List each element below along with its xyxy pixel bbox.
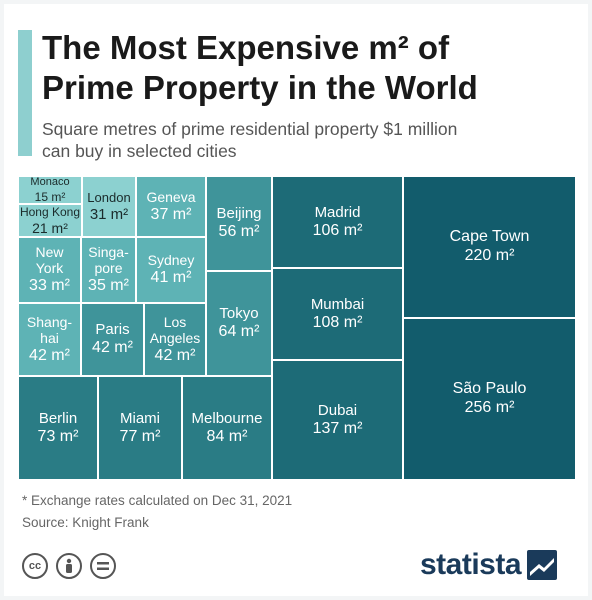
value-label: 64 m² bbox=[218, 323, 260, 340]
treemap-cell-madrid: Madrid 106 m² bbox=[272, 176, 403, 268]
treemap-cell-los-angeles: Los Angeles 42 m² bbox=[144, 303, 206, 376]
city-label: Sydney bbox=[147, 252, 195, 268]
treemap-cell-mumbai: Mumbai 108 m² bbox=[272, 268, 403, 360]
value-label: 106 m² bbox=[312, 221, 363, 239]
treemap-cell-london: London 31 m² bbox=[82, 176, 136, 237]
city-label: Melbourne bbox=[191, 409, 263, 427]
source-note: Source: Knight Frank bbox=[22, 515, 149, 530]
equals-icon[interactable] bbox=[90, 553, 116, 579]
subtitle-line-1: Square metres of prime residential prope… bbox=[42, 119, 458, 139]
treemap-cell-s-o-paulo: São Paulo 256 m² bbox=[403, 318, 576, 480]
value-label: 56 m² bbox=[218, 223, 260, 240]
value-label: 220 m² bbox=[464, 247, 515, 264]
city-label: Mumbai bbox=[310, 295, 365, 313]
treemap-cell-miami: Miami 77 m² bbox=[98, 376, 182, 480]
treemap-cell-beijing: Beijing 56 m² bbox=[206, 176, 272, 271]
city-label: Hong Kong bbox=[19, 204, 81, 219]
title-accent-bar bbox=[18, 30, 32, 156]
treemap-cell-dubai: Dubai 137 m² bbox=[272, 360, 403, 480]
value-label: 42 m² bbox=[29, 346, 70, 364]
statista-wordmark: statista bbox=[420, 548, 522, 581]
treemap-cell-berlin: Berlin 73 m² bbox=[18, 376, 98, 480]
city-label: New York bbox=[35, 244, 64, 276]
city-label: São Paulo bbox=[452, 380, 527, 397]
city-label: Monaco bbox=[30, 175, 70, 188]
value-label: 42 m² bbox=[92, 339, 133, 356]
value-label: 37 m² bbox=[150, 205, 192, 223]
treemap-cell-sydney: Sydney 41 m² bbox=[136, 237, 206, 303]
city-label: Tokyo bbox=[219, 305, 259, 322]
subtitle-line-2: can buy in selected cities bbox=[42, 141, 237, 161]
chart-title: The Most Expensive m² of Prime Property … bbox=[42, 28, 562, 108]
value-label: 41 m² bbox=[150, 269, 192, 286]
city-label: Shang-hai bbox=[26, 313, 73, 346]
title-line-2: Prime Property in the World bbox=[42, 69, 478, 106]
value-label: 77 m² bbox=[119, 427, 161, 445]
cc-icon[interactable]: cc bbox=[22, 553, 48, 579]
treemap-cell-shanghai: Shang-hai 42 m² bbox=[18, 303, 81, 376]
value-label: 108 m² bbox=[312, 313, 363, 331]
city-label: Miami bbox=[120, 409, 160, 427]
statista-logo-icon bbox=[527, 550, 558, 580]
value-label: 35 m² bbox=[88, 277, 129, 294]
treemap-cell-new-york: New York 33 m² bbox=[18, 237, 81, 303]
treemap-cell-hong-kong: Hong Kong 21 m² bbox=[18, 204, 82, 237]
treemap-cell-melbourne: Melbourne 84 m² bbox=[182, 376, 272, 480]
treemap-cell-geneva: Geneva 37 m² bbox=[136, 176, 206, 237]
statista-logo[interactable]: statista bbox=[420, 548, 558, 582]
by-icon[interactable] bbox=[56, 553, 82, 579]
footnote: * Exchange rates calculated on Dec 31, 2… bbox=[22, 493, 293, 508]
chart-subtitle: Square metres of prime residential prope… bbox=[42, 118, 562, 162]
treemap-cell-paris: Paris 42 m² bbox=[81, 303, 144, 376]
value-label: 33 m² bbox=[29, 277, 70, 294]
city-label: Cape Town bbox=[449, 228, 530, 245]
treemap-cell-monaco: Monaco 15 m² bbox=[18, 176, 82, 204]
title-line-1: The Most Expensive m² of bbox=[42, 29, 450, 66]
city-label: London bbox=[87, 189, 131, 205]
city-label: Los Angeles bbox=[149, 313, 201, 346]
value-label: 256 m² bbox=[464, 399, 515, 416]
value-label: 31 m² bbox=[89, 205, 129, 223]
city-label: Paris bbox=[95, 321, 130, 338]
treemap: Monaco 15 m² Hong Kong 21 m² London 31 m² Gene… bbox=[18, 176, 576, 480]
value-label: 84 m² bbox=[206, 427, 248, 445]
treemap-cell-tokyo: Tokyo 64 m² bbox=[206, 271, 272, 376]
treemap-cell-cape-town: Cape Town 220 m² bbox=[403, 176, 576, 318]
value-label: 21 m² bbox=[32, 219, 68, 236]
value-label: 42 m² bbox=[154, 346, 196, 364]
value-label: 137 m² bbox=[312, 419, 363, 437]
city-label: Geneva bbox=[146, 188, 196, 205]
treemap-cell-singapore: Singa-pore 35 m² bbox=[81, 237, 136, 303]
city-label: Dubai bbox=[317, 401, 358, 419]
city-label: Singa-pore bbox=[88, 244, 129, 276]
value-label: 15 m² bbox=[34, 189, 66, 204]
value-label: 73 m² bbox=[37, 427, 79, 445]
city-label: Beijing bbox=[216, 205, 262, 222]
city-label: Berlin bbox=[38, 409, 78, 427]
city-label: Madrid bbox=[314, 203, 361, 221]
